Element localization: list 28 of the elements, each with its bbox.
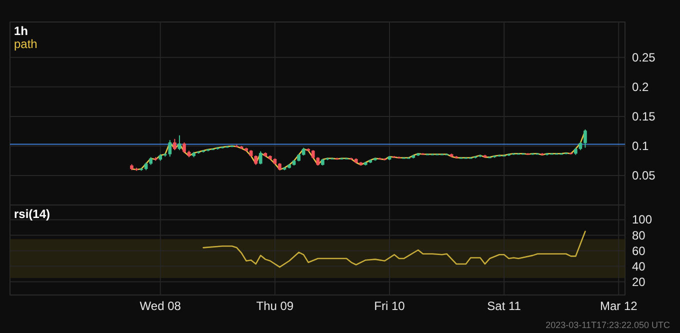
x-tick-label: Wed 08 [140, 299, 182, 313]
y-tick-label: 80 [632, 228, 646, 242]
x-tick-label: Thu 09 [256, 299, 294, 313]
line-series [202, 230, 586, 268]
y-tick-label: 0.1 [632, 138, 650, 153]
x-tick-label: Mar 12 [600, 299, 638, 313]
line-series [131, 130, 586, 170]
y-tick-label: 0.25 [632, 50, 656, 64]
candlestick [168, 140, 172, 158]
y-tick-label: 0.05 [632, 168, 656, 182]
candlestick [584, 128, 587, 148]
x-tick-label: Fri 10 [374, 299, 406, 313]
y-tick-label: 0.15 [632, 109, 656, 124]
candlestick [254, 154, 258, 166]
y-tick-label: 40 [632, 259, 646, 274]
y-tick-label: 0.2 [632, 80, 650, 94]
y-tick-label: 100 [632, 212, 652, 227]
x-tick-label: Sat 11 [487, 299, 522, 313]
candlestick [258, 150, 262, 165]
text: path [14, 37, 38, 51]
y-tick-label: 60 [632, 244, 646, 258]
candlestick [182, 142, 186, 154]
chart-title: 1h [14, 24, 28, 38]
chart-title: rsi(14) [14, 207, 50, 221]
candlestick [173, 138, 176, 151]
y-tick-label: 20 [632, 274, 646, 289]
text: 2023-03-11T17:23:22.050 UTC [546, 320, 670, 330]
candlestick [178, 134, 182, 151]
